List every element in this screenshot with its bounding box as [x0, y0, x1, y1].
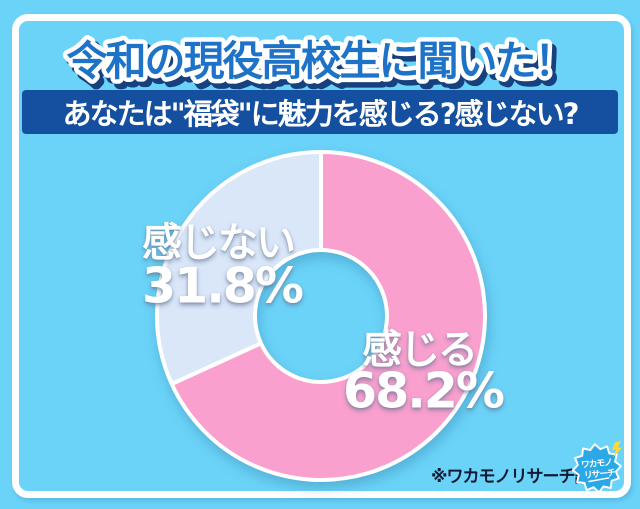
- logo-burst-icon: [571, 440, 623, 494]
- question-banner-text: あなたは"福袋"に魅力を感じる?感じない?: [62, 97, 580, 131]
- logo-bolt-icon: [611, 440, 623, 458]
- logo-text-line1: ワカモノ: [581, 457, 613, 471]
- donut-slice-yes: [169, 150, 487, 482]
- label-no-percent: 31.8%: [142, 257, 304, 315]
- page-title: 令和の現役高校生に聞いた！ 令和の現役高校生に聞いた！: [62, 33, 585, 95]
- donut-slice-no: [155, 150, 323, 386]
- source-note: ※ワカモノリサーチ調べ: [431, 467, 608, 487]
- label-yes-name: 感じる: [362, 327, 478, 373]
- page-title-shadow-text: 令和の現役高校生に聞いた！: [71, 42, 578, 90]
- wakamono-research-logo: ワカモノ リサーチ: [571, 440, 623, 494]
- logo-underline: [588, 477, 610, 483]
- donut-chart: [155, 150, 487, 482]
- label-yes-percent: 68.2%: [343, 362, 505, 420]
- page-title-text: 令和の現役高校生に聞いた！: [67, 37, 574, 85]
- label-no-name: 感じない: [142, 220, 296, 266]
- question-banner: あなたは"福袋"に魅力を感じる?感じない?: [22, 90, 618, 134]
